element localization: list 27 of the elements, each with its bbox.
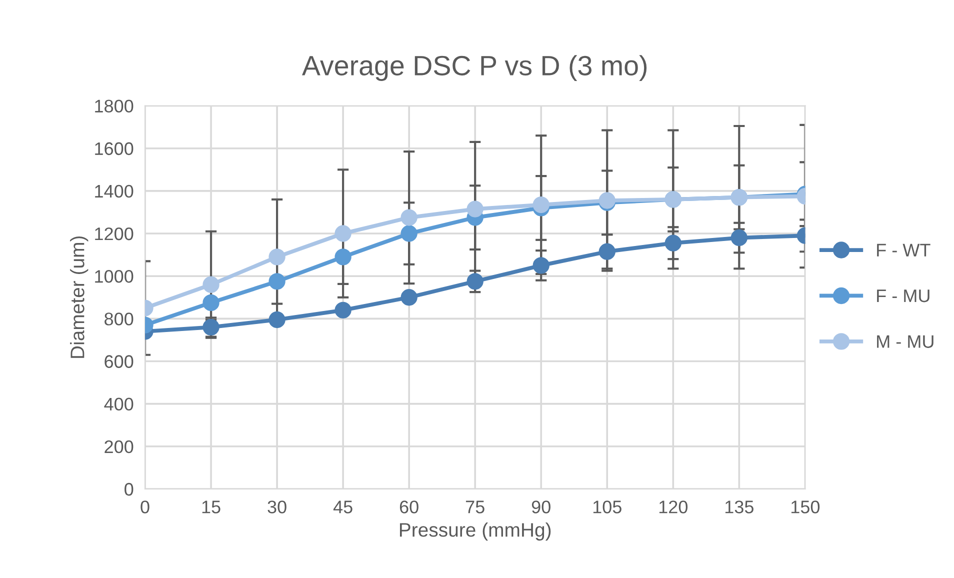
x-tick-label: 15 (202, 500, 220, 514)
x-tick-label: 120 (659, 500, 688, 514)
x-tick-label: 30 (268, 500, 286, 514)
y-tick-label: 200 (104, 440, 134, 454)
x-tick-label: 45 (333, 500, 352, 514)
y-tick-label: 1200 (95, 227, 134, 240)
y-tick-label: 0 (124, 482, 134, 496)
x-tick-label: 150 (791, 500, 820, 514)
x-tick-label: 75 (466, 500, 484, 514)
y-tick-label: 600 (104, 355, 134, 368)
x-tick-label: 90 (532, 500, 550, 514)
y-tick-label: 400 (104, 398, 134, 411)
y-axis-title: Diameter (um) (70, 236, 88, 358)
legend-label: F - MU (877, 290, 930, 302)
legend-label: M - MU (877, 335, 934, 348)
y-tick-label: 1400 (95, 184, 134, 198)
x-axis-title: Pressure (mmHg) (400, 522, 551, 541)
y-tick-label: 1800 (95, 100, 134, 112)
x-tick-label: 0 (140, 500, 150, 514)
x-tick-label: 105 (593, 500, 622, 514)
x-tick-label: 135 (725, 500, 754, 514)
x-tick-label: 60 (400, 500, 418, 514)
y-tick-label: 800 (104, 312, 134, 326)
chart-title: Average DSC P vs D (3 mo) (302, 55, 647, 81)
y-tick-label: 1600 (95, 142, 134, 156)
legend-label: F - WT (877, 244, 930, 256)
y-tick-label: 1000 (95, 270, 134, 283)
